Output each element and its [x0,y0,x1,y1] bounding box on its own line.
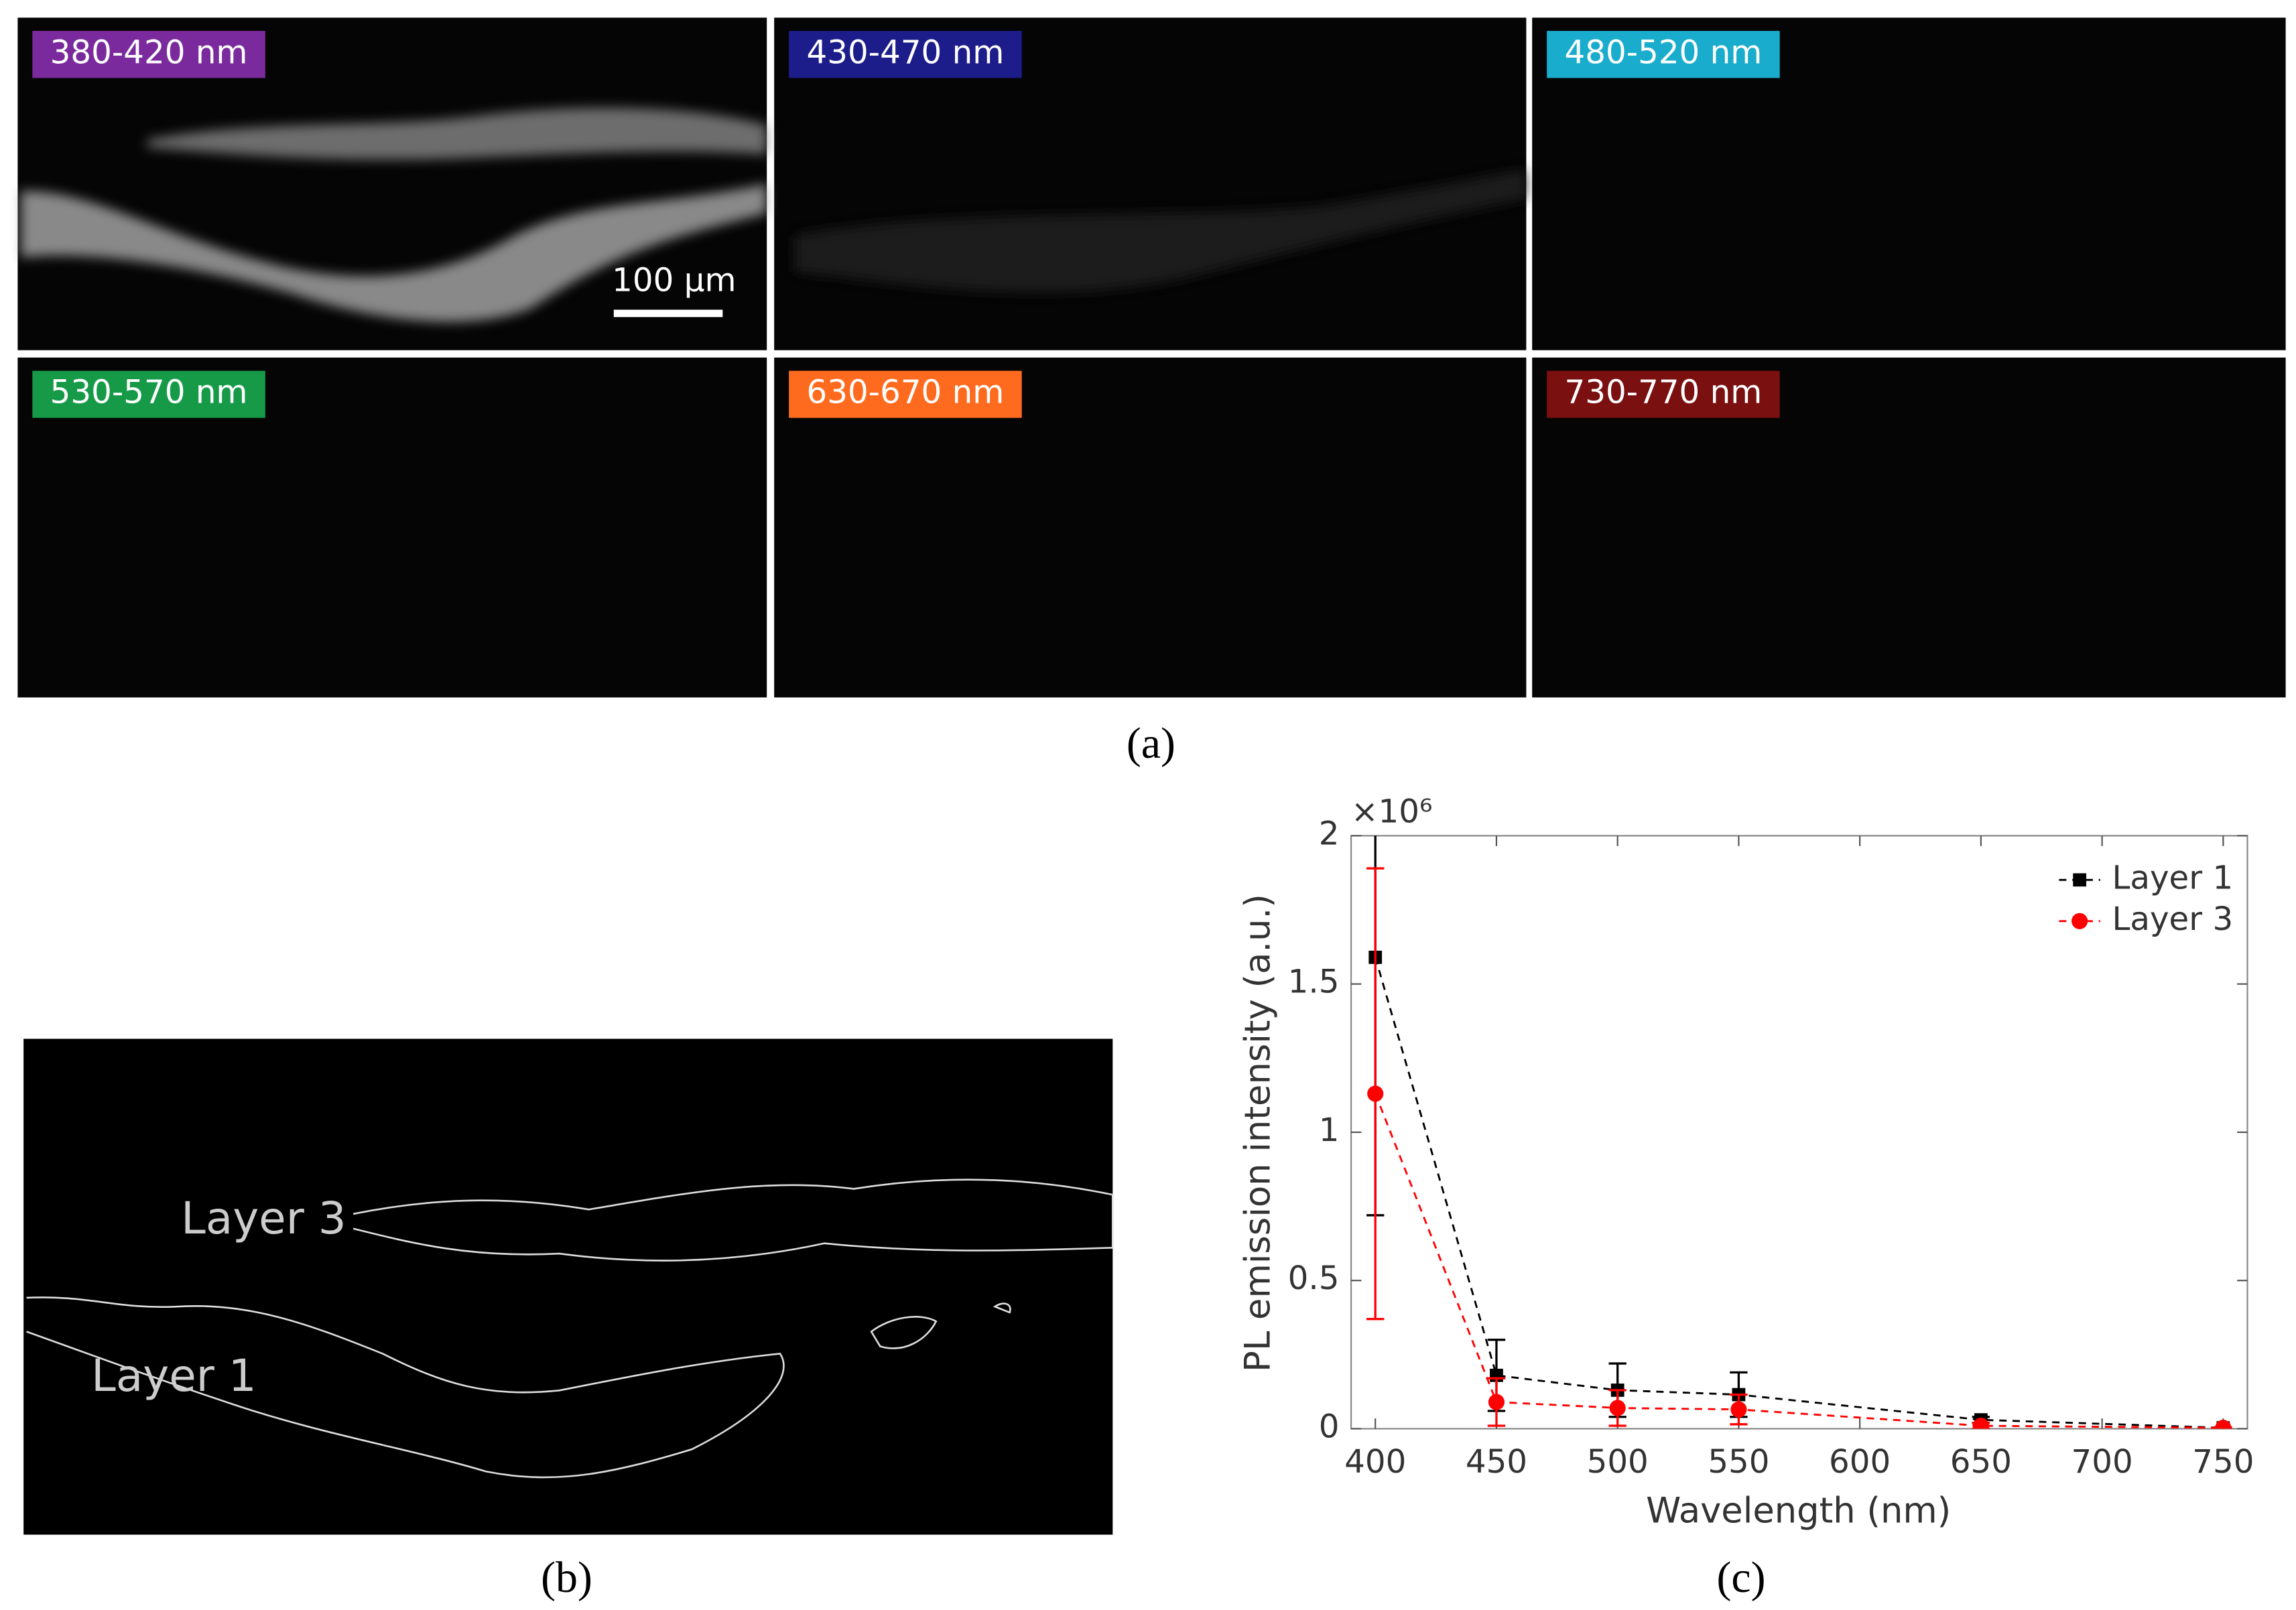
y-axis-label: PL emission intensity (a.u.) [1238,894,1279,1372]
layer-label: Layer 3 [181,1193,346,1244]
x-tick-label: 500 [1587,1443,1649,1481]
tile-label-box [789,371,1022,418]
caption: (c) [1716,1553,1765,1602]
marker [1972,1417,1989,1429]
x-tick-label: 450 [1466,1443,1527,1481]
marker [1367,1085,1384,1102]
marker [1609,1400,1626,1416]
tile-label: 480-520 nm [1565,33,1763,71]
panel-b-image [23,1038,1113,1535]
panel-c-chart: ×10⁶ Wavelength (nm) PL emission intensi… [1238,793,2254,1531]
tile-label: 530-570 nm [50,374,248,411]
x-axis-label: Wavelength (nm) [1646,1490,1951,1531]
y-tick-label: 1 [1319,1112,1340,1149]
x-tick-label: 600 [1829,1443,1891,1481]
contours [26,1179,1114,1479]
tile-label-box [789,31,1022,78]
x-tick-label: 650 [1950,1443,2012,1481]
y-tick-label: 2 [1319,815,1340,852]
x-tick-label: 700 [2071,1443,2133,1481]
tile-label: 430-470 nm [806,33,1004,71]
plot-area [1366,835,2232,1429]
x-tick-label: 400 [1344,1443,1406,1481]
legend-label: Layer 1 [2112,859,2233,896]
y-tick-label: 1.5 [1288,963,1340,1001]
marker [2215,1420,2232,1429]
marker [1730,1401,1747,1418]
tile-label: 730-770 nm [1565,374,1763,411]
tile-label-box [1547,371,1780,418]
x-tick-label: 550 [1708,1443,1769,1481]
scale-bar-label: 100 µm [612,262,736,299]
y-tick-label: 0.5 [1288,1260,1340,1297]
marker [2073,873,2087,887]
layer-label: Layer 1 [91,1350,257,1402]
x-tick-label: 750 [2192,1443,2254,1481]
y-multiplier: ×10⁶ [1351,793,1432,830]
y-tick-label: 0 [1319,1408,1340,1445]
caption: (b) [541,1553,592,1602]
legend-label: Layer 3 [2112,900,2233,938]
series-line [1374,957,2224,1429]
marker [2071,913,2088,929]
fluorescence-signal [20,107,1527,322]
panel-a: 100 µm 380-420 nm 430-470 nm 480-520 nm 530… [17,17,2286,697]
tile-label: 630-670 nm [806,374,1004,411]
tile-label-box [32,31,265,78]
marker [1488,1394,1505,1410]
tile-label-box [1547,31,1780,78]
tile-label-box [32,371,265,418]
caption: (a) [1127,719,1175,768]
tile-label: 380-420 nm [50,33,248,71]
